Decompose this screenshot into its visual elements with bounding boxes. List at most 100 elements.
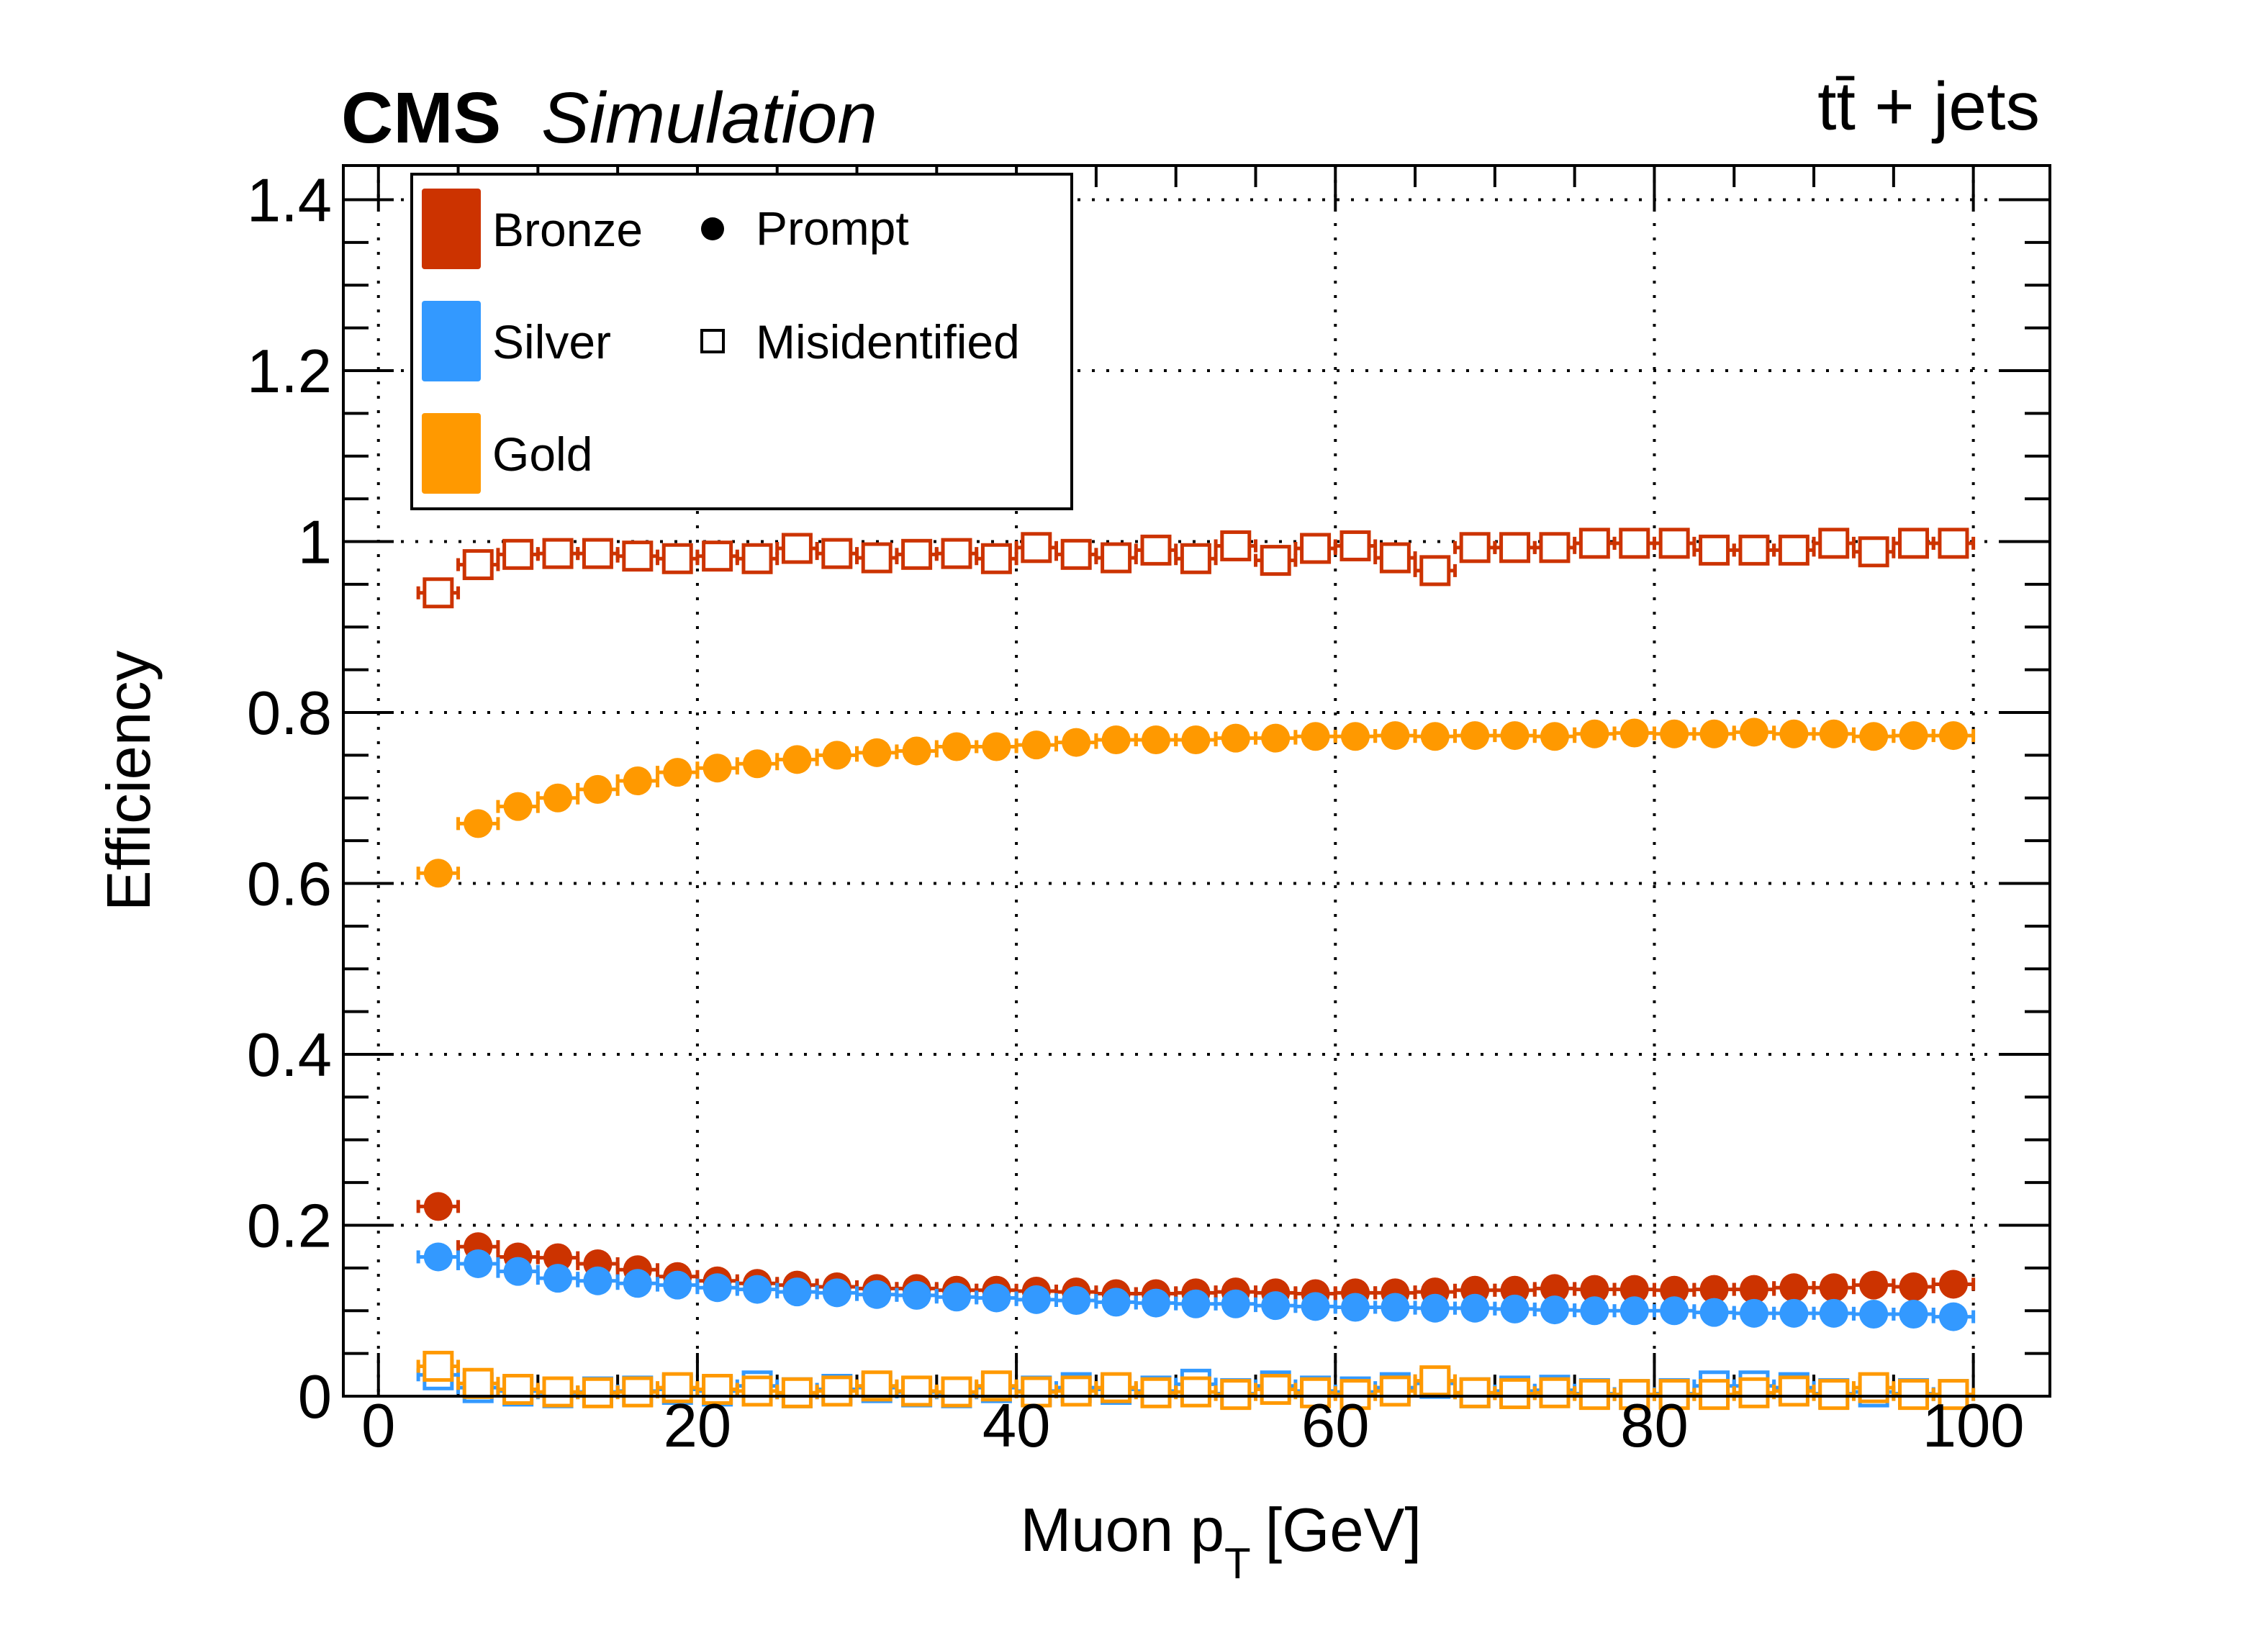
data-point (1301, 1292, 1330, 1321)
data-point (1779, 1298, 1809, 1328)
data-point (1578, 1379, 1610, 1411)
data-point (1938, 1302, 1968, 1331)
data-point (901, 538, 933, 570)
process-label: tt̄ + jets (1817, 68, 2040, 145)
data-point (1580, 1275, 1609, 1304)
data-point (1540, 1274, 1569, 1303)
data-point (902, 736, 931, 766)
series-gold-prompt (416, 718, 1976, 888)
data-point (502, 1374, 534, 1405)
data-point (1539, 532, 1571, 564)
data-point (1819, 719, 1848, 748)
data-point (1938, 1270, 1968, 1299)
data-point (1699, 534, 1730, 566)
data-point (1499, 532, 1531, 564)
x-axis-label: Muon pT [GeV] (1021, 1496, 1422, 1588)
x-axis-label-unit: [GeV] (1265, 1496, 1422, 1565)
data-point (702, 754, 732, 783)
data-point (942, 1282, 972, 1312)
data-point (1859, 1300, 1889, 1329)
simulation-label: Simulation (541, 78, 877, 158)
x-tick-label: 20 (664, 1392, 732, 1460)
data-point (1580, 719, 1609, 748)
data-point (1339, 1379, 1371, 1411)
data-point (1300, 533, 1332, 564)
data-point (1460, 721, 1490, 751)
data-point (1819, 1298, 1848, 1328)
data-point (1021, 730, 1051, 760)
legend-swatch-bronze (422, 189, 481, 269)
data-point (1778, 534, 1810, 566)
data-point (623, 766, 652, 795)
data-point (1739, 1275, 1768, 1304)
data-point (1660, 1296, 1689, 1326)
tick-labels: 0 20 40 60 80 100 0 0.2 0.4 0.6 0.8 1 1.2 1.4 (247, 167, 2025, 1461)
data-point (702, 1374, 733, 1405)
data-point (861, 542, 893, 574)
data-point (622, 1376, 654, 1408)
data-point (1339, 530, 1371, 561)
y-tick-label: 0.4 (247, 1021, 332, 1090)
data-point (862, 1280, 892, 1309)
data-point (1340, 1293, 1370, 1322)
data-point (1221, 723, 1250, 753)
data-point (464, 809, 493, 838)
data-point (1699, 1298, 1729, 1327)
data-point (1419, 1365, 1451, 1397)
data-point (423, 577, 454, 609)
data-point (982, 732, 1011, 761)
y-axis-label: Efficiency (95, 650, 163, 911)
data-point (503, 792, 533, 821)
data-point (543, 1243, 573, 1272)
legend-prompt-marker (701, 217, 724, 240)
data-point (1141, 1288, 1170, 1318)
data-point (1301, 722, 1330, 751)
data-point (1101, 725, 1131, 754)
data-point (1300, 1377, 1332, 1408)
data-point (1500, 721, 1530, 751)
data-point (982, 1283, 1011, 1313)
data-point (1459, 532, 1491, 564)
data-point (623, 1269, 652, 1298)
data-point (1858, 536, 1889, 568)
x-axis-label-main: Muon p (1021, 1496, 1225, 1565)
data-point (1660, 719, 1689, 748)
data-point (1899, 1272, 1928, 1301)
data-point (1580, 1296, 1609, 1326)
data-point (1180, 1376, 1211, 1408)
data-point (1420, 722, 1450, 751)
data-point (1699, 1275, 1729, 1304)
data-point (1619, 1275, 1649, 1304)
data-point (1500, 1294, 1530, 1323)
data-point (1141, 725, 1170, 754)
x-tick-label: 0 (361, 1392, 395, 1460)
data-point (1859, 722, 1889, 751)
data-point (1181, 725, 1211, 754)
data-point (1060, 538, 1092, 570)
data-point (1619, 528, 1650, 559)
data-point (1540, 1295, 1569, 1325)
y-tick-label: 0.8 (247, 679, 332, 748)
data-point (423, 1350, 454, 1382)
data-point (1220, 1379, 1252, 1411)
legend-label-misidentified: Misidentified (756, 315, 1020, 368)
data-point (781, 1377, 813, 1408)
data-point (462, 1367, 494, 1399)
data-point (1778, 1375, 1810, 1407)
data-point (1340, 722, 1370, 751)
data-point (543, 1264, 573, 1293)
data-point (663, 758, 692, 787)
legend-swatch-gold (422, 413, 481, 494)
data-point (1658, 1379, 1690, 1411)
data-point (583, 774, 613, 804)
data-point (782, 745, 812, 774)
data-point (901, 1375, 933, 1407)
x-tick-label: 40 (982, 1392, 1051, 1460)
y-tick-label: 1 (298, 509, 332, 577)
data-point (1539, 1377, 1571, 1408)
data-point (1738, 1377, 1770, 1408)
legend-box (410, 173, 1073, 510)
data-point (1140, 1377, 1172, 1408)
data-point (741, 1375, 773, 1407)
